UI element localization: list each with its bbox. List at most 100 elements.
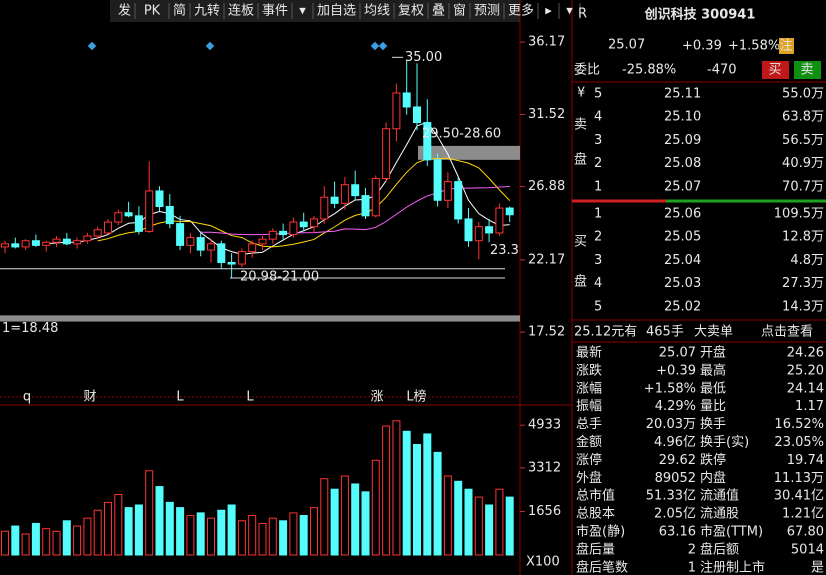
stat-label: 涨幅 [576,381,602,396]
candle-body [165,206,174,225]
volume-bar [320,478,329,556]
candle-body [134,215,143,232]
volume-bar [485,504,494,556]
toolbar-button[interactable]: 简 [173,3,186,19]
side-label: 盘 [574,274,587,290]
level: 3 [594,253,602,268]
candle-body [52,238,61,243]
stat-value: 25.20 [787,363,824,378]
level-volume: 4.8万 [790,253,824,268]
stat-value: 67.80 [787,525,824,540]
pressure-band [418,145,520,160]
toolbar-button[interactable]: ▾ [566,4,573,19]
trade-info: 25.12元有 [574,325,637,340]
level: 1 [594,207,602,222]
stat-value: 11.13万 [774,471,824,486]
candle-body [320,196,329,220]
level: 4 [594,276,602,291]
volume-bar [124,507,133,556]
volume-bar [145,470,154,556]
level: 5 [594,299,602,314]
candle-body [382,128,391,180]
buy-button-label: 买 [768,63,781,78]
level-price: 25.02 [664,299,701,314]
toolbar-button[interactable]: 连板 [228,3,254,19]
toolbar-button[interactable]: ▸ [545,4,552,19]
side-label: 盘 [574,152,587,168]
candle-body [310,218,318,228]
candle-body [402,92,411,108]
stat-value: 51.33亿 [646,489,696,504]
level-volume: 63.8万 [782,110,824,125]
event-marker: L [246,390,254,405]
toolbar-button[interactable]: 均线 [364,4,390,19]
toolbar-button[interactable]: 复权 [398,3,424,19]
candle-body [413,106,421,124]
stat-label: 流通股 [700,507,739,522]
toolbar-button[interactable]: ▾ [299,4,306,19]
toolbar-button[interactable]: PK [144,4,161,19]
volume-bar [134,504,143,556]
volume-bar [165,501,174,556]
candle-body [351,184,360,197]
event-marker: L [176,390,184,405]
toolbar-button[interactable]: 加自选 [317,4,356,19]
level-volume: 56.5万 [782,133,824,148]
candle-body [361,195,370,217]
stat-label: 注册制上市 [700,559,765,575]
level-volume: 14.3万 [782,299,824,314]
stat-label: 市盈(TTM) [700,524,763,540]
candle-body [21,240,30,248]
candle-body [31,240,40,246]
volume-bar [176,507,185,556]
candle-body [1,243,9,248]
event-diamond [205,41,215,51]
toolbar-button[interactable]: 预测 [474,4,500,19]
support-band [0,315,520,322]
event-diamond [378,41,388,51]
stat-value: 2 [688,542,696,557]
volume-bar [268,517,277,556]
ratio: -25.88% [622,63,676,78]
change-pct: +1.58% [728,39,780,54]
event-marker: q [23,390,31,405]
stat-label: 跌停 [700,452,726,468]
candle-body [83,235,92,242]
stat-value: 1 [688,560,696,575]
stat-value: 16.52% [774,417,824,432]
toolbar-button[interactable]: 事件 [262,4,288,19]
stat-label: 最新 [576,345,602,361]
event-diamond [370,41,380,51]
sell-button[interactable] [794,61,821,79]
level-price: 25.03 [664,276,701,291]
stat-value: 24.14 [787,381,824,396]
level-volume: 109.5万 [774,207,824,222]
buy-button[interactable] [762,61,789,79]
volume-bar [371,459,380,556]
candle-body [474,226,483,242]
candle-body [62,238,71,245]
stat-label: 总手 [576,417,602,432]
toolbar-button[interactable]: 九转 [194,4,220,19]
volume-bar [93,509,102,556]
volume-bar [207,517,215,556]
volume-bar [217,509,226,556]
level-volume: 70.7万 [782,179,824,194]
toolbar-button[interactable]: 发 [118,3,131,19]
stock-name: 创识科技 300941 [644,7,756,23]
stat-label: 盘后量 [576,541,615,557]
candle-body [73,240,82,245]
toolbar-button[interactable]: 叠 [432,4,445,19]
stat-value: 1.21亿 [782,507,824,522]
price-annotation: 35.00 [405,50,442,65]
level-price: 25.07 [664,179,701,194]
candle-body [176,223,185,246]
level-volume: 40.9万 [782,156,824,171]
volume-tick-label: 4933 [528,418,561,433]
candle-body [423,122,432,161]
toolbar-button[interactable]: 窗 [453,3,466,19]
volume-bar [62,520,71,556]
toolbar-button[interactable]: 更多 [508,3,534,19]
candle-body [145,190,154,232]
candle-body [279,230,288,235]
